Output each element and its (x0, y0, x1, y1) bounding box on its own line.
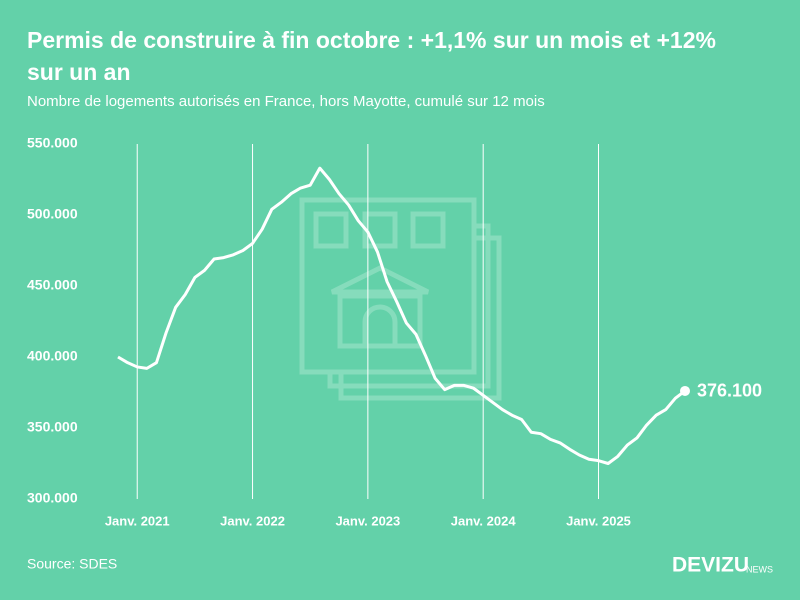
y-tick-label: 300.000 (27, 490, 78, 506)
building-icon (299, 197, 502, 401)
chart-subtitle: Nombre de logements autorisés en France,… (27, 93, 545, 110)
x-tick-label: Janv. 2024 (451, 513, 517, 528)
x-tick-label: Janv. 2023 (335, 513, 400, 528)
value-label: 376.100 (697, 381, 762, 401)
x-tick-label: Janv. 2025 (566, 513, 631, 528)
x-tick-label: Janv. 2021 (105, 513, 170, 528)
data-line (117, 166, 686, 465)
y-tick-label: 550.000 (27, 135, 78, 151)
source: Source: SDES (27, 556, 117, 572)
y-tick-label: 350.000 (27, 419, 78, 435)
brand-suffix: NEWS (746, 564, 773, 574)
chart-title: sur un an (27, 59, 131, 85)
y-tick-label: 450.000 (27, 277, 78, 293)
y-tick-label: 500.000 (27, 206, 78, 222)
chart-title: Permis de construire à fin octobre : +1,… (27, 27, 716, 53)
x-tick-label: Janv. 2022 (220, 513, 285, 528)
end-point (680, 385, 690, 396)
y-tick-label: 400.000 (27, 348, 78, 364)
brand: DEVIZU (672, 554, 749, 577)
